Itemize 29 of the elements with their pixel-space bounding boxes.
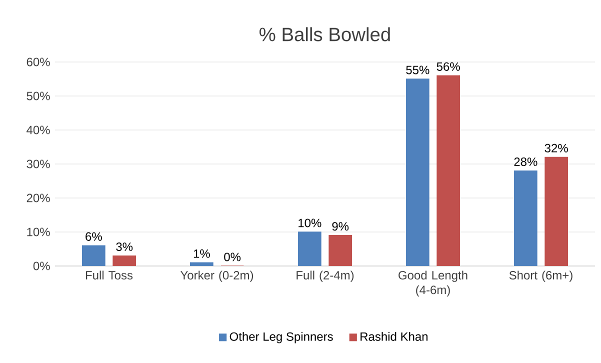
- data-label: 10%: [298, 218, 322, 228]
- y-tick-label: 50%: [26, 92, 50, 100]
- x-tick-label: Short (6m+): [509, 270, 572, 282]
- data-label: 32%: [544, 144, 568, 152]
- legend-label: Other Leg Spinners: [230, 332, 333, 344]
- x-tick-label: Full Toss: [86, 270, 133, 280]
- data-label: 56%: [436, 62, 460, 71]
- y-tick-label: 20%: [26, 194, 50, 202]
- y-tick-label: 60%: [26, 58, 50, 66]
- chart-title: % Balls Bowled: [260, 27, 390, 42]
- bar: [112, 255, 136, 266]
- data-label: 9%: [332, 222, 349, 231]
- data-label: 1%: [194, 249, 210, 258]
- y-tick-label: 30%: [26, 160, 50, 168]
- x-tick-label: Good Length (4-6m): [398, 270, 468, 297]
- data-label: 3%: [116, 242, 133, 252]
- bar: [328, 235, 352, 266]
- data-label: 6%: [86, 232, 102, 241]
- data-label: 28%: [514, 158, 538, 166]
- data-label: 0%: [224, 252, 241, 262]
- y-tick-label: 10%: [27, 228, 50, 236]
- y-tick-label: 40%: [26, 126, 50, 134]
- y-tick-label: 0%: [33, 262, 50, 270]
- data-label: 55%: [406, 66, 430, 74]
- x-tick-label: Yorker (0-2m): [180, 270, 254, 282]
- x-tick-label: Full (2-4m): [296, 270, 354, 282]
- bar: [436, 75, 460, 266]
- bar: [544, 156, 568, 266]
- legend-label: Rashid Khan: [360, 332, 428, 341]
